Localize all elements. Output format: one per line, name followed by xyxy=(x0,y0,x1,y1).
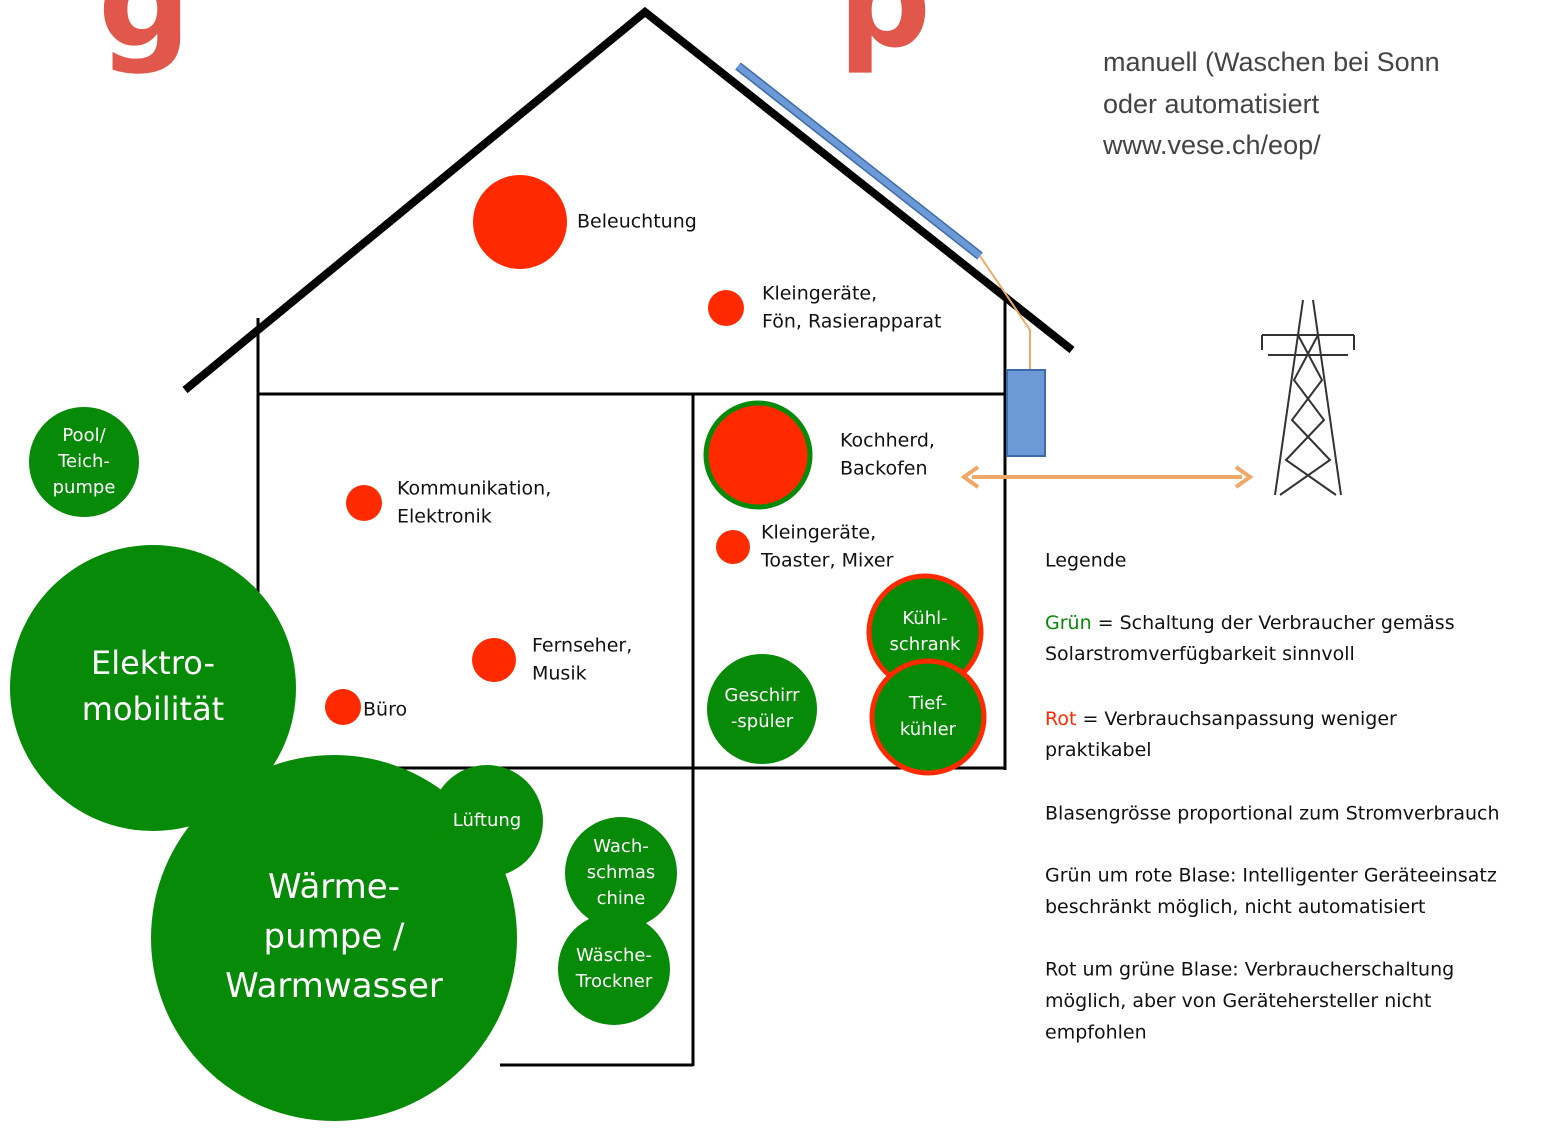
pylon xyxy=(1262,300,1354,495)
bubble-label: Wach- xyxy=(593,836,648,857)
legend-term: Grün xyxy=(1045,612,1092,634)
bubble-label: Fernseher, xyxy=(532,635,632,657)
bubble xyxy=(706,403,810,507)
note-line: manuell (Waschen bei Sonn xyxy=(1103,47,1440,77)
bubble-label: schmas xyxy=(587,862,656,883)
bubble-label: Büro xyxy=(363,699,407,721)
legend-line: beschränkt möglich, nicht automatisiert xyxy=(1045,896,1426,918)
note-line: oder automatisiert xyxy=(1103,89,1320,119)
legend-line: Blasengrösse proportional zum Stromverbr… xyxy=(1045,803,1500,825)
bubble-label: Tief- xyxy=(908,693,947,714)
bubbles: Beleuchtung Kleingeräte, Fön, Rasierappara… xyxy=(10,175,984,1121)
legend-line: praktikabel xyxy=(1045,739,1152,761)
bubble-label: Fön, Rasierapparat xyxy=(762,311,941,333)
note: manuell (Waschen bei Sonn oder automatis… xyxy=(1102,47,1440,160)
title-fragment: p xyxy=(838,0,931,77)
bubble-label: Lüftung xyxy=(453,810,521,831)
bubble-label: Wärme- xyxy=(268,867,400,907)
bubble-label: mobilität xyxy=(82,690,224,728)
legend-term: Rot xyxy=(1045,708,1076,730)
bubble xyxy=(558,913,670,1025)
bubble-label: Trockner xyxy=(575,971,653,992)
bubble-label: Warmwasser xyxy=(225,966,443,1006)
bubble-label: Kleingeräte, xyxy=(762,283,877,305)
bubble-label: Wäsche- xyxy=(576,945,652,966)
bubble-label: -spüler xyxy=(731,711,794,732)
bubble-label: Kühl- xyxy=(902,608,947,629)
bubble-label: Beleuchtung xyxy=(577,211,697,233)
bubble-label: pumpe / xyxy=(263,917,405,957)
legend-line: Grün = Schaltung der Verbraucher gemäss xyxy=(1045,612,1455,634)
bubble-label: pumpe xyxy=(53,477,116,498)
bubble xyxy=(872,661,984,773)
diagram: g p manuell (Waschen bei Sonn oder autom… xyxy=(0,0,1558,1128)
legend-line: möglich, aber von Gerätehersteller nicht xyxy=(1045,990,1431,1012)
legend-title: Legende xyxy=(1045,550,1126,572)
legend-line: Solarstromverfügbarkeit sinnvoll xyxy=(1045,643,1355,665)
note-line: www.vese.ch/eop/ xyxy=(1102,130,1321,160)
legend-line: Rot um grüne Blase: Verbraucherschaltung xyxy=(1045,959,1454,981)
legend: Legende Grün = Schaltung der Verbraucher g… xyxy=(1045,550,1500,1044)
bubble-label: Kommunikation, xyxy=(397,478,551,500)
legend-text: = Verbrauchsanpassung weniger xyxy=(1082,708,1397,730)
bubble-label: Toaster, Mixer xyxy=(760,550,894,572)
bubble-label: Elektro- xyxy=(91,644,215,682)
bubble-label: Kochherd, xyxy=(840,430,935,452)
bubble xyxy=(473,175,567,269)
bubble xyxy=(708,290,744,326)
bubble xyxy=(707,654,817,764)
bubble-label: Backofen xyxy=(840,458,928,480)
legend-text: = Schaltung der Verbraucher gemäss xyxy=(1098,612,1455,634)
bubble-label: schrank xyxy=(890,634,962,655)
legend-line: empfohlen xyxy=(1045,1022,1147,1044)
bubble-label: chine xyxy=(597,888,646,909)
bubble xyxy=(325,689,361,725)
title-fragment: g xyxy=(98,0,191,77)
legend-line: Grün um rote Blase: Intelligenter Geräte… xyxy=(1045,865,1497,887)
bubble xyxy=(346,485,382,521)
bubble xyxy=(472,638,516,682)
bubble-label: Elektronik xyxy=(397,506,492,528)
bubble xyxy=(716,530,750,564)
bubble-label: Kleingeräte, xyxy=(761,522,876,544)
bubble-label: kühler xyxy=(900,719,957,740)
bubble-label: Musik xyxy=(532,663,587,685)
bubble-label: Geschirr xyxy=(724,685,800,706)
bubble-label: Pool/ xyxy=(62,425,106,446)
bubble-label: Teich- xyxy=(57,451,110,472)
legend-line: Rot = Verbrauchsanpassung weniger xyxy=(1045,708,1397,730)
